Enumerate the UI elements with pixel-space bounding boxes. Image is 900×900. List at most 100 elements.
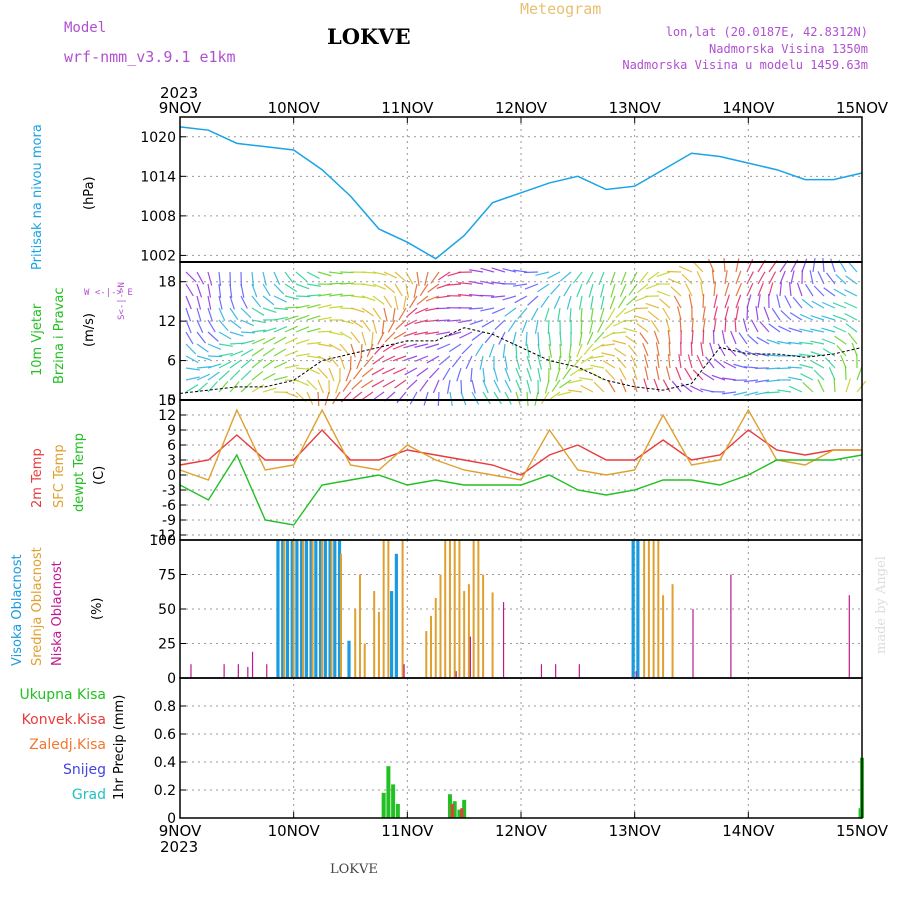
wind-arrow — [572, 355, 583, 368]
wind-arrow — [504, 355, 508, 370]
wind-arrow — [394, 283, 403, 297]
wind-arrow — [196, 373, 210, 381]
wind-arrow — [828, 366, 836, 381]
wind-arrow — [840, 354, 847, 369]
wind-arrow — [273, 375, 288, 381]
wind-arrow — [284, 295, 299, 300]
precip-ytick-label: 0 — [167, 811, 176, 827]
wind-arrow — [273, 348, 287, 357]
wind-arrow — [668, 341, 671, 357]
wind-arrow — [394, 295, 399, 310]
wind-arrow — [306, 315, 321, 321]
cloud-high-bar — [323, 540, 327, 678]
x-tick-label-bottom: 9NOV — [159, 822, 202, 840]
wind-arrow — [599, 307, 605, 322]
cloud-low-bar — [502, 602, 505, 678]
wind-arrow — [332, 391, 341, 405]
wind-arrow — [821, 327, 836, 333]
wind-arrow — [670, 286, 682, 297]
cloud-low-bar — [223, 664, 225, 678]
wind-arrow — [480, 280, 495, 285]
cloud-low-bar — [403, 664, 405, 678]
wind-arrow — [361, 283, 376, 287]
wind-arrow — [644, 366, 649, 381]
wind-arrow — [569, 367, 583, 377]
wind-arrow — [392, 355, 407, 362]
wind-arrow — [328, 305, 343, 309]
wind-arrow — [456, 367, 462, 382]
wind-panel: 18 12 6 0 — [158, 257, 867, 409]
wind-arrow — [328, 271, 343, 275]
wind-arrow — [656, 290, 671, 297]
precip-legend-4: Grad — [71, 787, 106, 803]
wind-arrow — [722, 377, 737, 381]
cloud-low-bar — [469, 636, 472, 678]
wind-arrow — [730, 330, 737, 345]
wind-arrow — [607, 307, 616, 321]
wind-arrow — [643, 354, 649, 369]
wind-arrow — [502, 343, 506, 358]
wind-arrow — [361, 379, 374, 389]
wind-arrow — [735, 270, 742, 285]
wind-arrow — [394, 271, 406, 282]
wind-arrow — [515, 391, 521, 406]
wind-arrow — [384, 331, 396, 343]
wind-arrow — [460, 391, 467, 406]
wind-arrow — [306, 341, 321, 345]
wind-arrow — [361, 307, 374, 317]
wind-arrow — [446, 379, 451, 394]
cloud-high-bar — [636, 540, 640, 678]
wind-arrow — [821, 338, 836, 345]
wind-arrow — [306, 327, 321, 333]
wind-arrow — [673, 295, 682, 309]
wind-arrow — [218, 271, 222, 286]
wind-arrow — [780, 309, 792, 321]
cloud-mid-bar — [363, 643, 366, 678]
wind-arrow — [273, 307, 288, 311]
wind-arrow — [526, 355, 532, 370]
wind-arrow — [361, 271, 377, 274]
year-top: 2023 — [160, 84, 199, 102]
wind-arrow — [398, 307, 407, 321]
wind-arrow — [393, 367, 407, 375]
wind-arrow — [659, 298, 671, 309]
wind-arrow — [746, 283, 754, 297]
wind-arrow — [262, 347, 275, 357]
wind-arrow — [425, 295, 440, 302]
wind-arrow — [784, 295, 792, 309]
wind-arrow — [757, 282, 764, 297]
wind-arrow — [339, 355, 346, 370]
wind-arrow — [569, 307, 572, 323]
wind-arrow — [409, 391, 418, 405]
wind-arrow — [504, 367, 511, 382]
wind-arrow — [601, 352, 616, 357]
model-label: Model — [64, 20, 107, 36]
wind-arrow — [377, 331, 385, 345]
wind-arrow — [416, 295, 429, 306]
wind-arrow — [535, 271, 550, 276]
wind-arrow — [733, 363, 748, 369]
wind-arrow — [623, 327, 638, 333]
wind-arrow — [580, 384, 594, 393]
cloud-mid-bar — [377, 611, 380, 678]
footer-station: LOKVE — [330, 862, 378, 877]
wind-speed-line — [179, 327, 863, 394]
wind-arrow — [788, 341, 803, 345]
wind-arrow — [702, 306, 706, 321]
wind-arrow — [580, 307, 583, 323]
wind-arrow — [653, 330, 660, 345]
wind-arrow — [339, 343, 350, 356]
wind-arrow — [468, 307, 484, 310]
wind-arrow — [437, 391, 440, 407]
wind-arrow — [284, 391, 299, 398]
wind-arrow — [447, 331, 462, 337]
cloud-mid-bar — [358, 574, 361, 678]
wind-arrow — [825, 357, 836, 369]
cloud-mid-bar — [463, 591, 466, 678]
wind-arrow — [414, 343, 429, 348]
wind-arrow — [372, 319, 378, 334]
wind-arrow — [723, 361, 737, 369]
cloud-high-bar — [631, 540, 635, 678]
wind-arrow — [361, 331, 367, 346]
wind-arrow — [185, 271, 197, 283]
